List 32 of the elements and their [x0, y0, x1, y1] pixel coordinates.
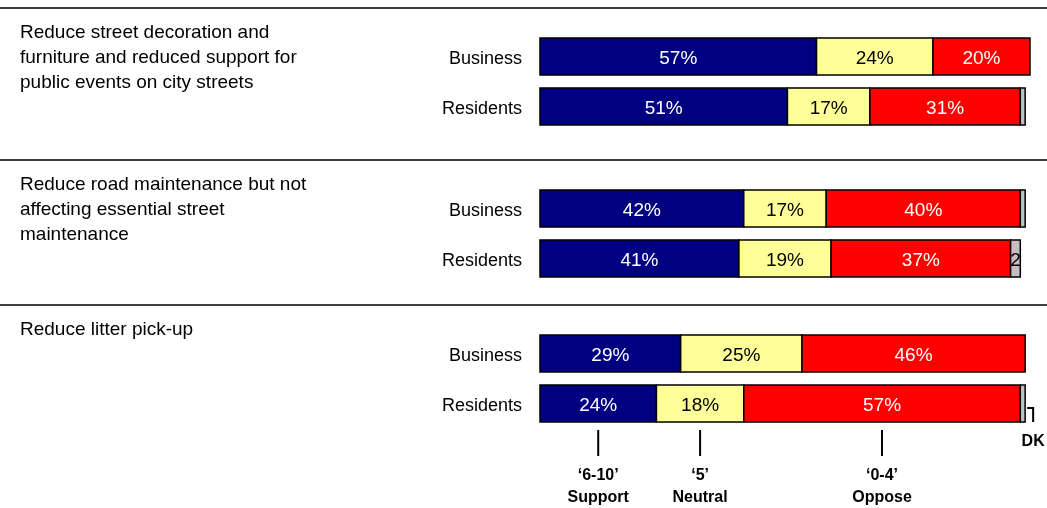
data-label: 40% — [904, 198, 943, 220]
y-tick-label: Business — [448, 344, 522, 365]
data-label: 42% — [622, 198, 661, 220]
y-tick-label: Residents — [441, 97, 522, 118]
data-label: 51% — [644, 96, 683, 118]
text: Reduce road maintenance but not affecting essential street maintenance — [20, 173, 307, 244]
data-label: 57% — [659, 46, 698, 68]
data-label: 18% — [681, 393, 720, 415]
data-label: 2 — [1010, 248, 1021, 270]
data-label: 37% — [901, 248, 940, 270]
data-label: 24% — [855, 46, 894, 68]
y-tick-label: Residents — [441, 249, 522, 270]
y-tick-label: Business — [448, 199, 522, 220]
text: Reduce street decoration and furniture and reduced support for public events on city streets — [20, 21, 298, 92]
data-label: 41% — [620, 248, 659, 270]
data-label: 46% — [894, 343, 933, 365]
data-label: 29% — [591, 343, 630, 365]
data-label: 20% — [962, 46, 1001, 68]
legend-label: ‘6-10’ Support — [567, 466, 630, 505]
data-label: 17% — [765, 198, 805, 220]
y-tick-label: Business — [448, 47, 522, 68]
data-label: 31% — [926, 96, 965, 118]
data-label: 57% — [863, 393, 902, 415]
text: Reduce litter pick-up — [20, 318, 194, 339]
data-label: 24% — [579, 393, 618, 415]
legend-label: DK — [1021, 432, 1046, 449]
y-tick-label: Residents — [441, 394, 522, 415]
data-label: 17% — [809, 96, 848, 118]
data-label: 19% — [765, 248, 805, 270]
data-label: 25% — [722, 343, 761, 365]
legend-label: ‘5’ Neutral — [672, 466, 728, 505]
legend-label: ‘0-4’ Oppose — [852, 466, 912, 505]
